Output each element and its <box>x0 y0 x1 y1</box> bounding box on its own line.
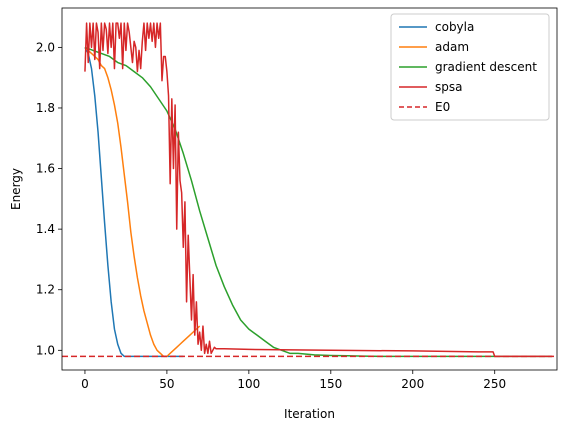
x-tick-label: 150 <box>319 377 342 391</box>
x-tick-label: 100 <box>237 377 260 391</box>
legend-box <box>390 13 550 121</box>
y-tick-label: 1.0 <box>36 343 55 357</box>
ticks-layer: 0 50 100 150 200 250 1.0 1.2 1.4 1.6 1.8 2.0 <box>36 40 506 391</box>
y-tick-label: 1.2 <box>36 283 55 297</box>
y-tick-label: 1.8 <box>36 101 55 115</box>
series-spsa-line <box>84 22 553 358</box>
x-tick-label: 0 <box>81 377 89 391</box>
series-adam-line <box>84 46 201 358</box>
x-tick-label: 200 <box>401 377 424 391</box>
legend-cobyla-label: cobyla <box>435 20 474 34</box>
plot-frame <box>61 7 558 371</box>
y-tick-label: 1.6 <box>36 162 55 176</box>
legend-adam-label: adam <box>435 40 469 54</box>
series-gradient-descent-line <box>84 46 553 358</box>
x-tick-label: 250 <box>483 377 506 391</box>
x-tick-label: 50 <box>159 377 174 391</box>
x-axis-label: Iteration <box>284 407 335 421</box>
legend: cobyla adam gradient descent spsa E0 <box>390 13 550 121</box>
legend-E0-label: E0 <box>435 100 450 114</box>
y-tick-label: 2.0 <box>36 40 55 54</box>
legend-spsa-label: spsa <box>435 80 462 94</box>
series-layer <box>62 22 557 358</box>
y-axis-label: Energy <box>9 168 23 210</box>
legend-gradient-descent-label: gradient descent <box>435 60 537 74</box>
y-tick-label: 1.4 <box>36 222 55 236</box>
